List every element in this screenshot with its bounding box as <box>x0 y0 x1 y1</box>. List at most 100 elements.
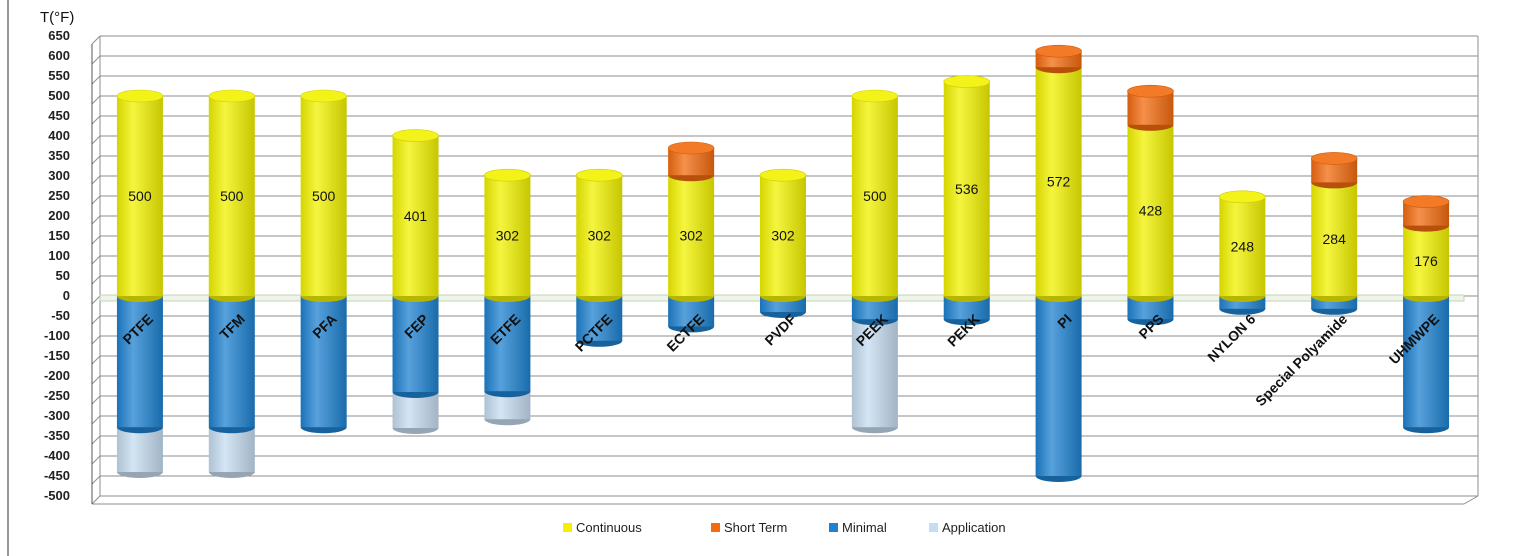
data-label: 176 <box>1414 253 1438 269</box>
legend-swatch <box>711 523 720 532</box>
y-tick-label: 100 <box>48 248 70 263</box>
continuous-bar-body <box>760 175 806 296</box>
data-label: 284 <box>1323 231 1347 247</box>
minimal-bar-body <box>484 296 531 392</box>
gridline-depth <box>91 55 101 65</box>
y-tick-label: -100 <box>44 328 70 343</box>
continuous-bar <box>1403 225 1450 302</box>
minimal-bar <box>392 296 439 398</box>
continuous-bar-body <box>208 96 255 296</box>
y-tick-label: 0 <box>63 288 70 303</box>
legend-label: Continuous <box>576 520 642 535</box>
continuous-bar-body <box>668 175 715 296</box>
short-term-bar-top <box>1035 44 1082 58</box>
continuous-bar-top <box>208 89 256 103</box>
application-bar-body <box>116 427 163 472</box>
continuous-bar-body <box>851 96 898 296</box>
continuous-bar-body <box>392 135 439 296</box>
y-tick-label: -250 <box>44 388 70 403</box>
minimal-bar <box>484 296 531 398</box>
short-term-bar <box>1310 152 1358 189</box>
gridline-depth <box>91 75 101 85</box>
continuous-bar-body <box>1311 182 1358 296</box>
continuous-bar <box>851 89 899 302</box>
continuous-bar <box>943 75 991 302</box>
minimal-bar-body <box>116 296 163 428</box>
data-label: 302 <box>588 228 612 244</box>
minimal-bar-body <box>208 296 255 428</box>
minimal-bar-body <box>392 296 439 392</box>
minimal-bar-body <box>576 296 623 341</box>
y-tick-label: 300 <box>48 168 70 183</box>
gridline-depth <box>91 455 101 465</box>
continuous-bar-top <box>300 89 347 103</box>
y-tick-label: 50 <box>56 268 70 283</box>
continuous-bar <box>300 89 347 302</box>
y-tick-label: 450 <box>48 108 70 123</box>
legend-swatch <box>563 523 572 532</box>
minimal-bar-body <box>1035 296 1082 476</box>
data-label: 536 <box>955 181 979 197</box>
gridline-depth <box>91 175 101 185</box>
data-label: 500 <box>128 188 152 204</box>
y-tick-label: 600 <box>48 48 70 63</box>
short-term-bar-top <box>1402 195 1450 208</box>
y-tick-label: -450 <box>44 468 70 483</box>
gridline-depth <box>91 95 101 105</box>
continuous-bar-body <box>943 81 990 296</box>
data-label: 302 <box>771 228 795 244</box>
minimal-bar <box>1035 296 1082 482</box>
continuous-bar <box>116 89 164 302</box>
minimal-bar-body <box>300 296 347 428</box>
minimal-bar-body <box>1403 296 1450 428</box>
continuous-bar-top <box>116 89 164 103</box>
short-term-bar <box>1402 195 1450 232</box>
y-tick-label: 200 <box>48 208 70 223</box>
application-bar-body <box>851 319 898 428</box>
minimal-bar <box>116 296 163 434</box>
short-term-bar-top <box>1127 84 1174 98</box>
legend: Continuous Short Term Minimal Application <box>563 520 1006 535</box>
legend-label: Application <box>942 520 1006 535</box>
continuous-bar-top <box>1219 190 1266 204</box>
gridline-depth <box>91 35 101 45</box>
gridline-depth <box>91 155 101 165</box>
continuous-bar <box>759 168 807 302</box>
y-tick-label: 500 <box>48 88 70 103</box>
continuous-bar <box>1219 190 1266 302</box>
data-label: 302 <box>679 228 703 244</box>
minimal-bar <box>1403 296 1450 434</box>
gridline-depth <box>91 495 101 505</box>
y-tick-label: -200 <box>44 368 70 383</box>
gridline-depth <box>91 275 101 285</box>
data-label: 401 <box>404 208 428 224</box>
floor-right-edge <box>1463 495 1479 505</box>
legend-label: Minimal <box>842 520 887 535</box>
y-tick-label: -350 <box>44 428 70 443</box>
minimal-bar <box>851 296 898 326</box>
gridline-depth <box>91 115 101 125</box>
y-tick-labels: -500-450-400-350-300-250-200-150-100-500… <box>44 28 70 503</box>
gridline-depth <box>91 475 101 485</box>
legend-label: Short Term <box>724 520 787 535</box>
category-label: NYLON 6 <box>1204 311 1258 365</box>
data-label: 428 <box>1139 202 1163 218</box>
data-label: 248 <box>1231 238 1255 254</box>
continuous-bar <box>1311 182 1358 302</box>
application-bar <box>116 427 163 478</box>
short-term-bar <box>1127 84 1174 131</box>
minimal-bar-body <box>1127 296 1174 320</box>
continuous-bar <box>668 175 715 302</box>
continuous-bar <box>575 168 623 302</box>
continuous-bar <box>208 89 256 302</box>
continuous-bar-top <box>484 168 531 182</box>
continuous-bar <box>392 129 439 302</box>
application-bar-body <box>208 427 255 472</box>
short-term-bar <box>1035 44 1082 74</box>
gridline-depth <box>91 415 101 425</box>
y-axis-title: T(°F) <box>40 9 74 26</box>
y-tick-label: -50 <box>51 308 70 323</box>
gridline-depth <box>91 335 101 345</box>
